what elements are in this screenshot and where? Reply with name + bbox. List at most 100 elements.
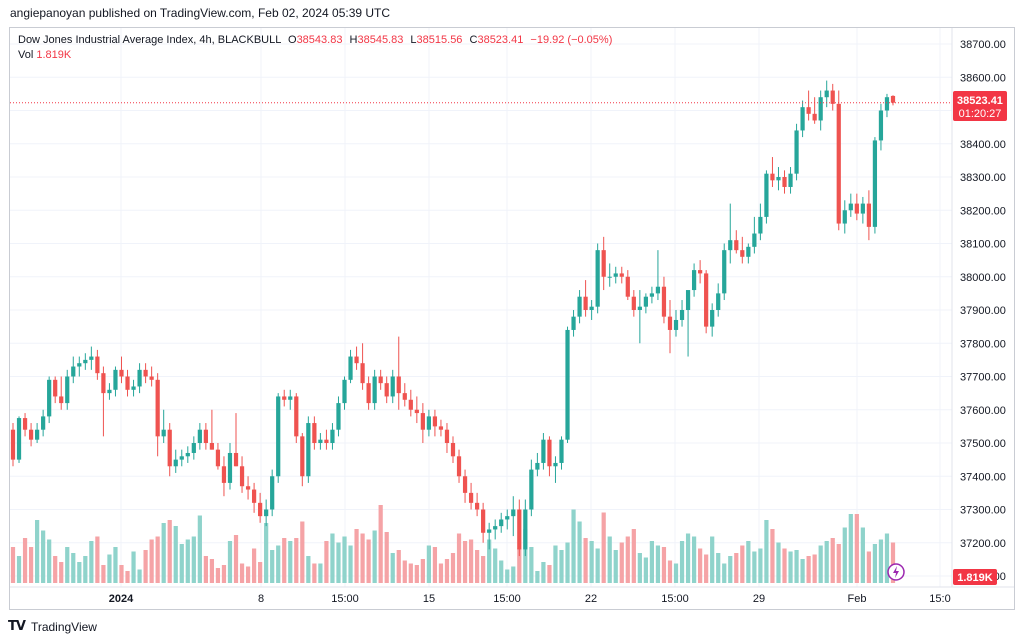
candle-body[interactable] bbox=[396, 376, 401, 394]
candle-body[interactable] bbox=[782, 177, 787, 187]
candle-body[interactable] bbox=[631, 296, 636, 310]
candle-body[interactable] bbox=[239, 466, 245, 487]
candle-body[interactable] bbox=[89, 356, 94, 360]
candle-body[interactable] bbox=[607, 276, 612, 278]
candle-body[interactable] bbox=[28, 429, 34, 440]
candle-body[interactable] bbox=[854, 203, 859, 214]
candle-body[interactable] bbox=[595, 250, 600, 307]
candle-body[interactable] bbox=[161, 429, 166, 437]
candle-body[interactable] bbox=[360, 363, 365, 384]
candle-body[interactable] bbox=[59, 396, 64, 404]
candle-body[interactable] bbox=[149, 376, 154, 380]
candle-body[interactable] bbox=[667, 316, 673, 330]
candle-body[interactable] bbox=[131, 386, 136, 390]
candle-body[interactable] bbox=[806, 107, 811, 114]
candle-body[interactable] bbox=[245, 486, 251, 490]
candle-body[interactable] bbox=[438, 426, 444, 430]
candle-body[interactable] bbox=[830, 90, 835, 104]
candle-body[interactable] bbox=[209, 443, 215, 450]
candle-body[interactable] bbox=[185, 452, 190, 457]
candle-body[interactable] bbox=[752, 233, 757, 247]
candle-body[interactable] bbox=[770, 173, 775, 181]
candle-body[interactable] bbox=[698, 270, 703, 274]
candle-body[interactable] bbox=[842, 210, 847, 224]
candle-body[interactable] bbox=[860, 203, 865, 214]
candle-body[interactable] bbox=[673, 319, 679, 330]
candle-body[interactable] bbox=[613, 273, 618, 277]
candle-body[interactable] bbox=[884, 97, 890, 111]
candle-body[interactable] bbox=[113, 369, 118, 390]
candle-body[interactable] bbox=[818, 97, 823, 121]
candle-body[interactable] bbox=[101, 373, 106, 394]
candle-body[interactable] bbox=[722, 250, 727, 294]
lightning-icon[interactable] bbox=[887, 563, 905, 581]
candle-body[interactable] bbox=[619, 273, 624, 277]
candle-body[interactable] bbox=[866, 203, 871, 227]
candle-body[interactable] bbox=[143, 369, 148, 377]
candle-body[interactable] bbox=[776, 177, 781, 181]
candle-body[interactable] bbox=[764, 173, 769, 217]
candle-body[interactable] bbox=[324, 439, 329, 443]
candle-body[interactable] bbox=[372, 376, 377, 404]
candle-body[interactable] bbox=[71, 366, 76, 377]
candle-body[interactable] bbox=[408, 399, 413, 410]
candle-body[interactable] bbox=[746, 246, 751, 257]
candle-body[interactable] bbox=[758, 216, 763, 234]
candle-body[interactable] bbox=[577, 296, 582, 317]
candle-body[interactable] bbox=[547, 439, 552, 467]
candle-body[interactable] bbox=[704, 273, 709, 327]
candle-body[interactable] bbox=[794, 130, 799, 174]
candle-body[interactable] bbox=[565, 329, 570, 440]
candle-body[interactable] bbox=[444, 429, 450, 443]
candle-body[interactable] bbox=[420, 413, 425, 430]
candle-body[interactable] bbox=[83, 359, 88, 364]
candle-body[interactable] bbox=[691, 270, 697, 291]
candle-body[interactable] bbox=[601, 250, 606, 277]
candle-body[interactable] bbox=[740, 250, 745, 257]
candle-body[interactable] bbox=[215, 449, 221, 467]
candle-body[interactable] bbox=[517, 509, 522, 550]
candle-body[interactable] bbox=[77, 363, 82, 367]
candle-body[interactable] bbox=[16, 418, 22, 460]
candle-body[interactable] bbox=[728, 240, 733, 251]
candle-body[interactable] bbox=[426, 416, 431, 430]
candle-body[interactable] bbox=[191, 443, 196, 453]
candle-body[interactable] bbox=[523, 509, 528, 550]
candle-body[interactable] bbox=[258, 502, 263, 517]
chart-frame[interactable] bbox=[9, 27, 1015, 610]
candle-body[interactable] bbox=[53, 379, 58, 397]
candle-body[interactable] bbox=[499, 519, 504, 527]
candle-body[interactable] bbox=[716, 293, 721, 310]
candle-body[interactable] bbox=[487, 529, 492, 533]
candle-body[interactable] bbox=[649, 293, 655, 297]
candle-body[interactable] bbox=[22, 418, 28, 430]
candle-body[interactable] bbox=[270, 476, 275, 510]
candle-body[interactable] bbox=[282, 396, 287, 400]
candle-body[interactable] bbox=[107, 389, 112, 394]
candle-body[interactable] bbox=[824, 90, 829, 98]
candle-body[interactable] bbox=[878, 110, 884, 141]
candle-body[interactable] bbox=[583, 296, 588, 310]
candle-body[interactable] bbox=[378, 376, 383, 384]
candle-body[interactable] bbox=[734, 240, 739, 251]
candle-body[interactable] bbox=[41, 416, 46, 430]
candle-body[interactable] bbox=[95, 356, 100, 374]
candle-body[interactable] bbox=[800, 107, 805, 131]
candle-body[interactable] bbox=[264, 509, 269, 517]
candle-body[interactable] bbox=[890, 95, 896, 103]
candle-body[interactable] bbox=[203, 429, 208, 443]
footer-brand[interactable]: TradingView bbox=[30, 619, 97, 634]
candle-body[interactable] bbox=[637, 306, 642, 310]
candle-body[interactable] bbox=[221, 466, 227, 483]
candle-body[interactable] bbox=[366, 383, 371, 404]
candle-body[interactable] bbox=[155, 379, 160, 437]
candle-body[interactable] bbox=[65, 376, 70, 404]
candle-body[interactable] bbox=[872, 140, 878, 227]
candle-body[interactable] bbox=[342, 379, 347, 404]
candle-body[interactable] bbox=[306, 423, 311, 477]
candle-body[interactable] bbox=[318, 439, 323, 443]
candle-body[interactable] bbox=[511, 509, 516, 517]
candle-body[interactable] bbox=[251, 489, 257, 503]
candle-body[interactable] bbox=[233, 452, 239, 467]
